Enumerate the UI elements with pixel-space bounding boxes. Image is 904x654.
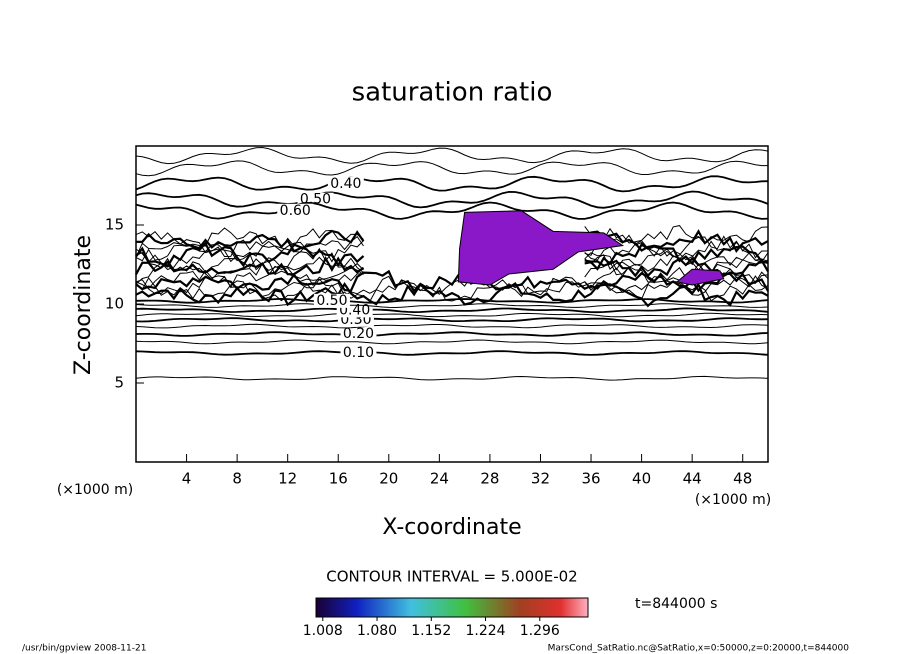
x-tick-label: 36 [581, 470, 600, 488]
contour-line [135, 323, 769, 329]
contour-line [135, 331, 769, 337]
contour-interval: CONTOUR INTERVAL = 5.000E-02 [326, 568, 577, 586]
colorbar [315, 597, 589, 618]
contour-turbulent [135, 247, 769, 271]
supersaturation-region [457, 210, 625, 286]
colorbar-label: 1.224 [465, 623, 505, 639]
time-label: t=844000 s [635, 596, 717, 612]
contour-label-bg [313, 293, 350, 308]
y-tick-label: 15 [105, 216, 124, 234]
contour-line [135, 297, 769, 304]
colorbar-label: 1.008 [303, 623, 343, 639]
contour-turbulent [135, 281, 769, 308]
x-unit-right: (×1000 m) [695, 492, 771, 508]
x-tick-label: 20 [379, 470, 398, 488]
x-tick-label: 28 [480, 470, 499, 488]
x-axis-label: X-coordinate [382, 515, 521, 540]
colorbar-label: 1.152 [411, 623, 451, 639]
contour-line [135, 160, 768, 177]
contour-line [135, 146, 769, 165]
contour-line [135, 350, 769, 356]
contour-label: 0.40 [330, 176, 361, 192]
contour-line [135, 307, 769, 314]
contour-turbulent [135, 255, 769, 278]
contour-label: 0.60 [280, 203, 311, 219]
contour-turbulent [135, 234, 768, 259]
x-unit-left: (×1000 m) [57, 482, 133, 498]
y-tick-label: 10 [105, 295, 124, 313]
contour-label: 0.50 [316, 293, 347, 309]
contour-label-bg [277, 203, 314, 218]
contour-line [135, 303, 769, 309]
x-tick-label: 8 [232, 470, 242, 488]
x-tick-label: 32 [531, 470, 550, 488]
contour-line [135, 312, 769, 318]
x-tick-label: 48 [733, 470, 752, 488]
contour-label-bg [340, 345, 377, 360]
x-tick-label: 40 [632, 470, 651, 488]
contour-turbulent [135, 279, 769, 303]
contour-turbulent [135, 241, 769, 268]
x-tick-label: 44 [683, 470, 702, 488]
chart-title: saturation ratio [352, 78, 553, 108]
contour-label: 0.20 [343, 326, 374, 342]
contour-line [135, 339, 769, 345]
contour-label-bg [340, 327, 377, 342]
footer-right: MarsCond_SatRatio.nc@SatRatio,x=0:50000,… [548, 644, 850, 654]
contour-line [135, 317, 769, 323]
x-tick-label: 4 [182, 470, 192, 488]
x-tick-label: 12 [278, 470, 297, 488]
colorbar-label: 1.080 [357, 623, 397, 639]
footer-left: /usr/bin/gpview 2008-11-21 [22, 644, 146, 654]
colorbar-label: 1.296 [520, 623, 560, 639]
contour-line [135, 190, 769, 209]
y-tick-label: 5 [114, 374, 124, 392]
contour-line [135, 175, 769, 193]
x-tick-label: 24 [430, 470, 449, 488]
contour-label: 0.10 [343, 345, 374, 361]
contour-turbulent [135, 269, 769, 293]
contour-line [135, 201, 769, 220]
contour-turbulent [135, 265, 769, 290]
y-axis-label: Z-coordinate [71, 235, 96, 375]
supersaturation-region [675, 268, 725, 286]
plot-area: 0.100.200.300.400.500.400.500.60 [135, 146, 769, 381]
contour-line [135, 375, 769, 381]
contour-turbulent [135, 225, 769, 249]
contour-label-bg [327, 176, 364, 191]
x-tick-label: 16 [329, 470, 348, 488]
